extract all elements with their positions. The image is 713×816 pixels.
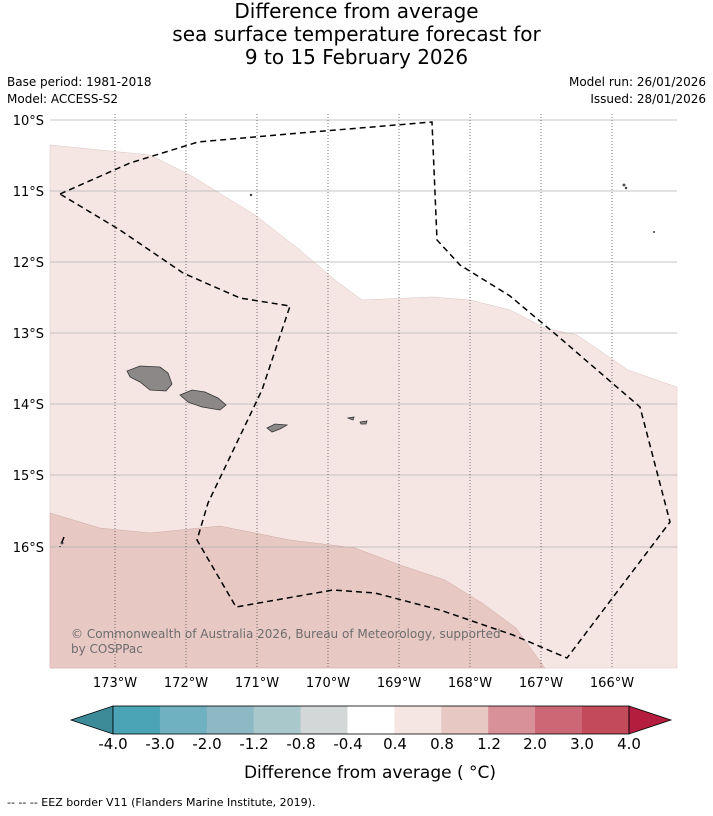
- land-masses: [60, 183, 656, 545]
- tutuila-island: [266, 423, 289, 433]
- colorbar-segment: [159, 706, 208, 734]
- meta-right: Model run: 26/01/2026 Issued: 28/01/2026: [569, 74, 706, 108]
- longitude-gridlines: [114, 114, 613, 668]
- lat-label: 10°S: [13, 114, 44, 129]
- colorbar-segment: [582, 706, 630, 734]
- colorbar-border: [112, 705, 630, 735]
- title-line-1: Difference from average: [234, 0, 479, 23]
- colorbar-segment: [347, 706, 395, 734]
- colorbar-segment: [253, 706, 302, 734]
- upolu-island: [179, 389, 227, 411]
- longitude-labels: 173°W 172°W 171°W 170°W 169°W 168°W 167°…: [93, 676, 634, 691]
- colorbar-segment: [206, 706, 255, 734]
- colorbar-segment: [535, 706, 583, 734]
- eez-legend: -- -- -- EEZ border V11 (Flanders Marine…: [7, 796, 316, 809]
- manua-island-1: [346, 416, 355, 421]
- small-island-4: [653, 230, 656, 233]
- lon-label: 168°W: [448, 676, 492, 691]
- colorbar-label: -4.0: [98, 735, 128, 753]
- eez-fragment: [59, 536, 65, 548]
- lon-label: 171°W: [235, 676, 279, 691]
- savaii-island: [126, 365, 173, 392]
- model-run: Model run: 26/01/2026: [568, 75, 706, 89]
- colorbar-segment: [300, 706, 348, 734]
- chart-title: Difference from average sea surface temp…: [0, 0, 713, 69]
- colorbar-segment: [488, 706, 536, 734]
- lon-label: 170°W: [306, 676, 350, 691]
- copyright-line-2: by COSPPac: [71, 642, 143, 656]
- colorbar-segment: [441, 706, 489, 734]
- colorbar-label: 1.2: [477, 735, 501, 753]
- eez-samoa: [58, 121, 671, 659]
- colorbar-title: Difference from average ( °C): [243, 763, 497, 783]
- lat-label: 11°S: [13, 185, 44, 200]
- sst-map: © Commonwealth of Australia 2026, Bureau…: [13, 114, 678, 691]
- lat-label: 13°S: [13, 327, 44, 342]
- lon-label: 173°W: [93, 676, 137, 691]
- colorbar-label: 2.0: [523, 735, 547, 753]
- lon-label: 169°W: [377, 676, 421, 691]
- colorbar-label: -3.0: [145, 735, 175, 753]
- colorbar-label: -0.8: [286, 735, 316, 753]
- meta-left: Base period: 1981-2018 Model: ACCESS-S2: [7, 74, 152, 108]
- latitude-labels: 10°S 11°S 12°S 13°S 14°S 15°S 16°S: [13, 114, 44, 556]
- colorbar-label: 4.0: [617, 735, 641, 753]
- colorbar-label: 0.4: [383, 735, 407, 753]
- colorbar-arrow-right: [628, 705, 673, 735]
- colorbar: [69, 705, 673, 735]
- title-line-3: 9 to 15 February 2026: [244, 45, 469, 69]
- base-period: Base period: 1981-2018: [7, 75, 152, 89]
- lat-label: 12°S: [13, 256, 44, 271]
- anomaly-band-0-8-to-1-2: [49, 512, 546, 669]
- manua-island-2: [359, 420, 368, 425]
- colorbar-label: -0.4: [333, 735, 363, 753]
- colorbar-segment: [113, 706, 161, 734]
- latitude-gridlines: [50, 119, 677, 548]
- title-line-2: sea surface temperature forecast for: [172, 22, 541, 46]
- lat-label: 14°S: [13, 398, 44, 413]
- lon-label: 167°W: [519, 676, 563, 691]
- colorbar-segment: [394, 706, 442, 734]
- colorbar-label: 0.8: [430, 735, 454, 753]
- colorbar-label: -2.0: [192, 735, 222, 753]
- lat-label: 16°S: [13, 541, 44, 556]
- lon-label: 166°W: [590, 676, 634, 691]
- small-island-2: [622, 183, 626, 187]
- issued-date: Issued: 28/01/2026: [590, 92, 706, 106]
- small-island-3: [624, 186, 628, 190]
- colorbar-label: -1.2: [239, 735, 269, 753]
- eez-borders: [58, 121, 671, 659]
- small-island-1: [249, 193, 253, 197]
- copyright-line-1: © Commonwealth of Australia 2026, Bureau…: [71, 627, 501, 641]
- lat-label: 15°S: [13, 469, 44, 484]
- model-name: Model: ACCESS-S2: [7, 92, 119, 106]
- colorbar-arrow-left: [69, 705, 114, 735]
- lon-label: 172°W: [164, 676, 208, 691]
- colorbar-label: 3.0: [570, 735, 594, 753]
